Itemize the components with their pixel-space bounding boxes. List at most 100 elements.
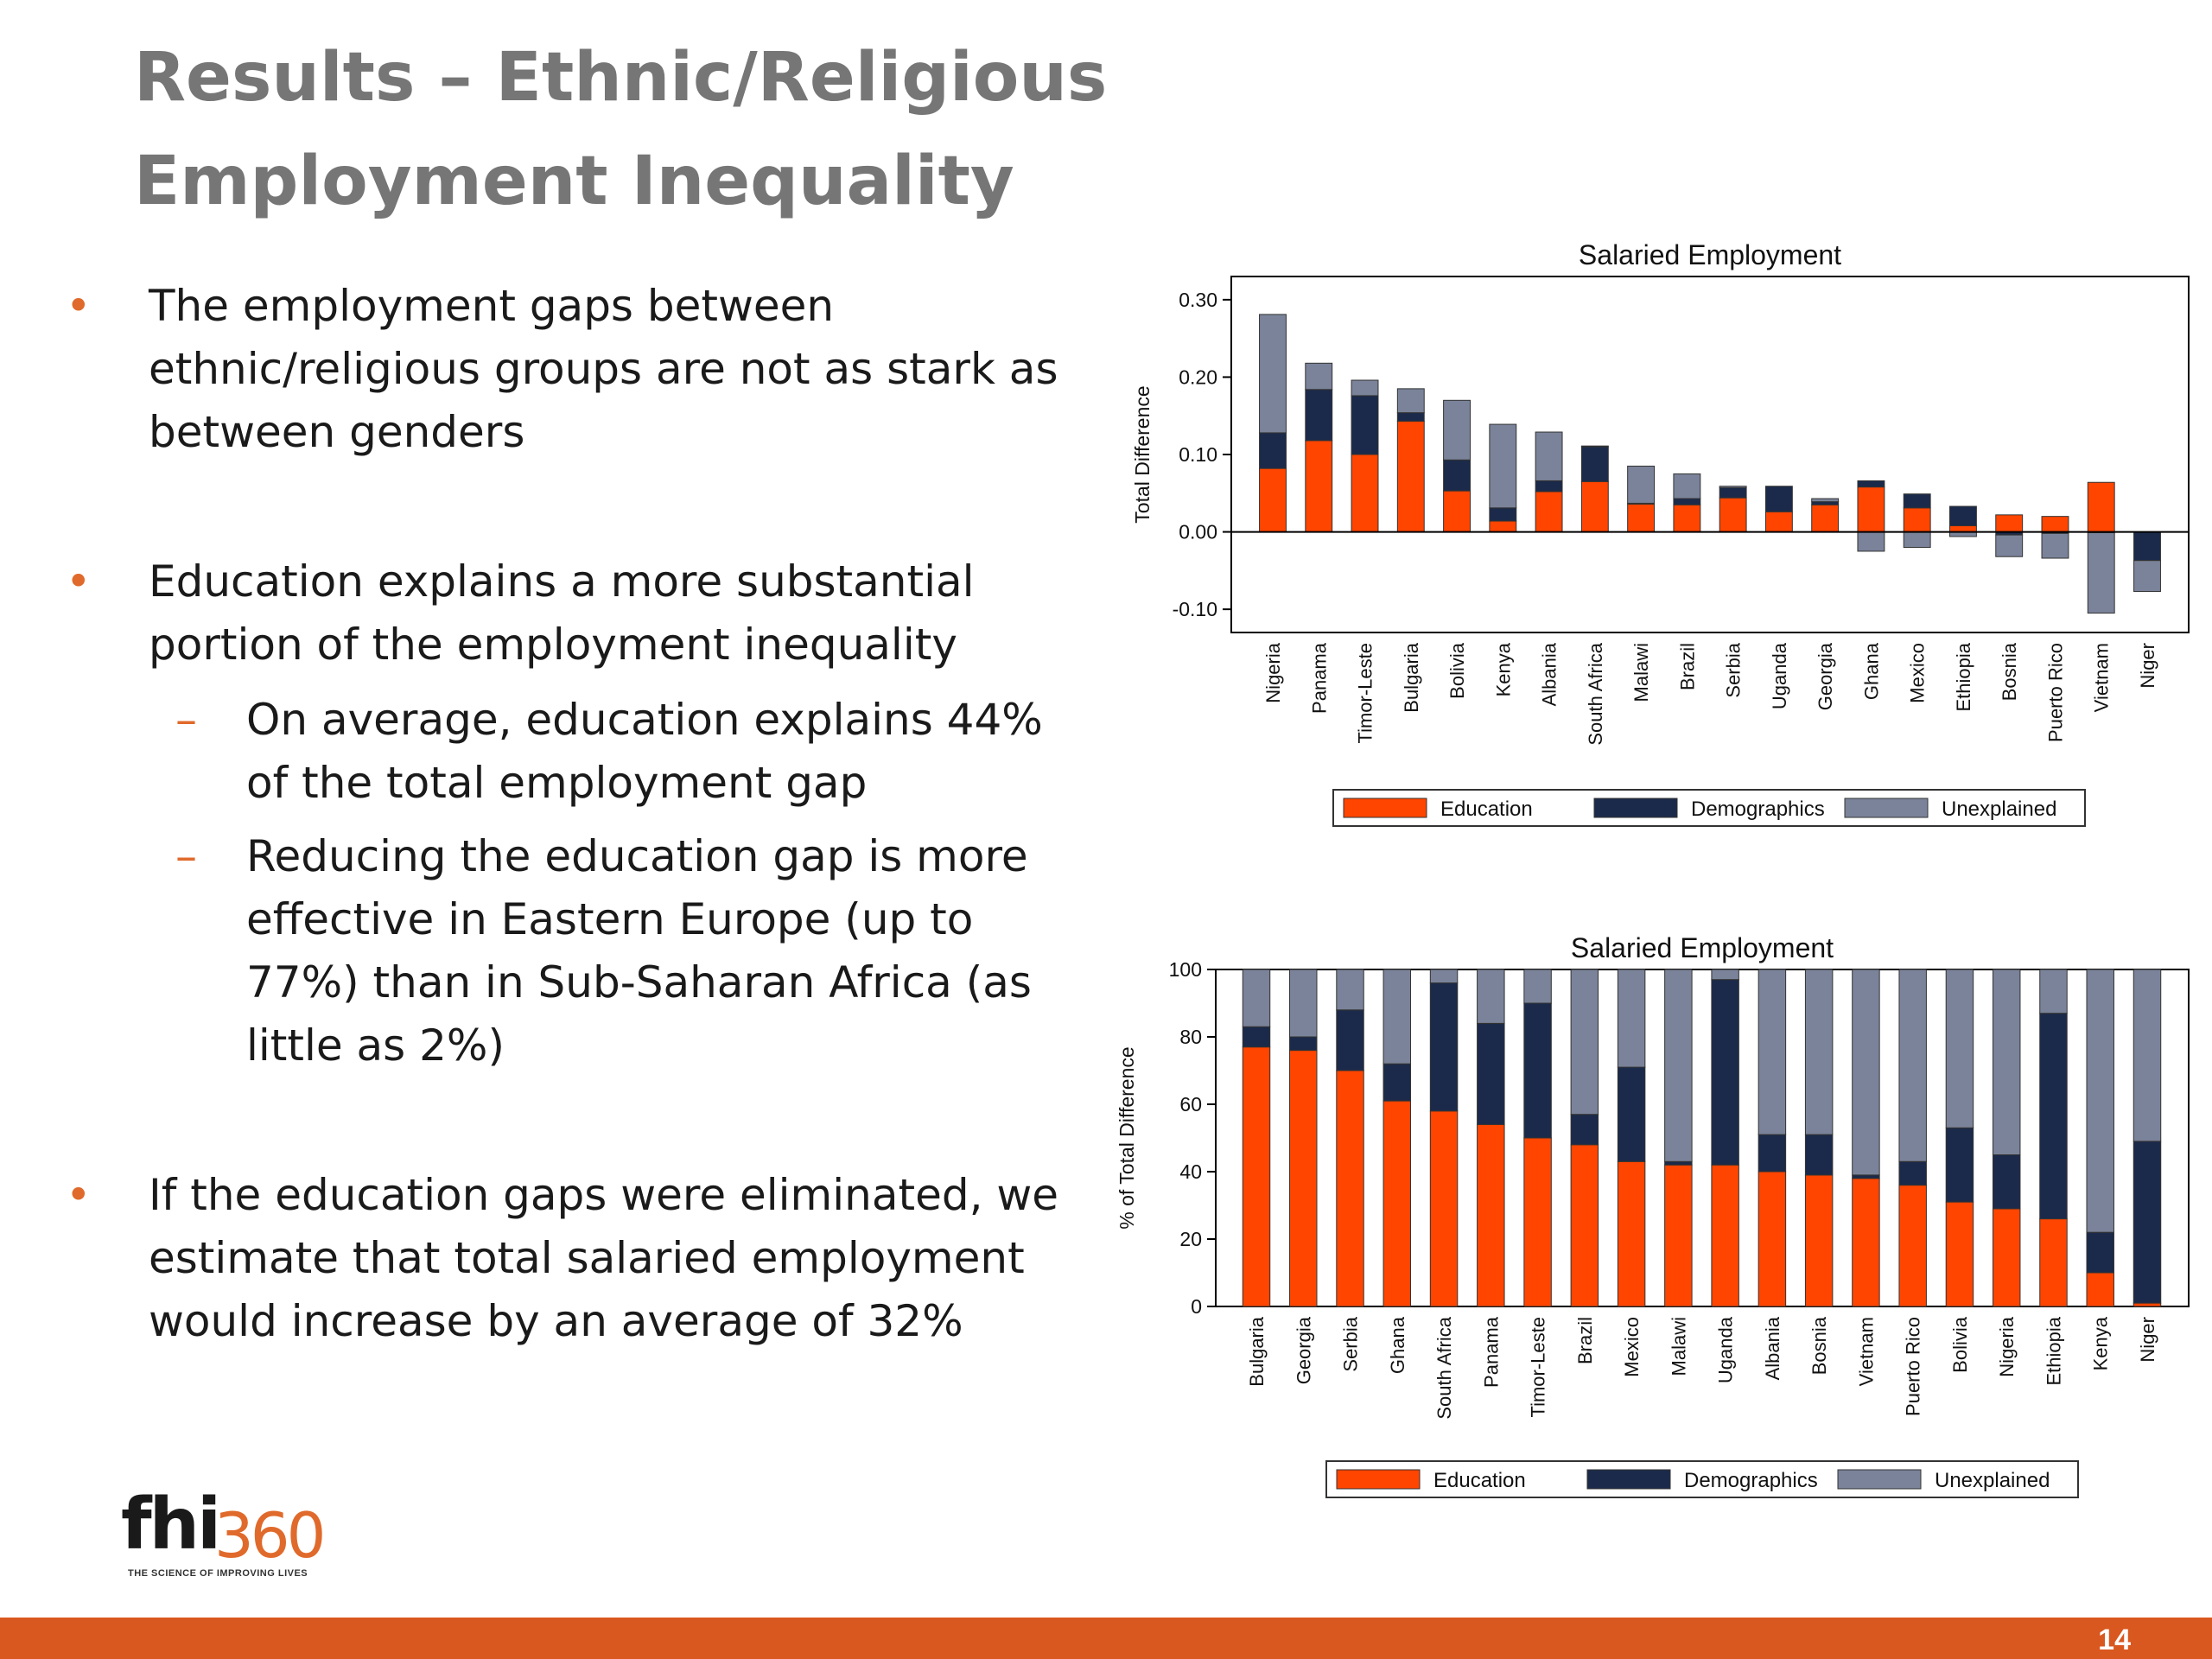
logo-tagline: THE SCIENCE OF IMPROVING LIVES: [128, 1568, 308, 1579]
x-tick-label: Albania: [1539, 642, 1560, 706]
bar-segment-unexplained: [2086, 969, 2114, 1233]
bar-segment-unexplained: [1852, 969, 1880, 1176]
bar-segment-education: [1673, 504, 1701, 533]
x-tick-label: Ghana: [1860, 642, 1882, 700]
bar-segment-unexplained: [2041, 532, 2069, 559]
legend-box: [1325, 1460, 2079, 1498]
x-tick-label: Panama: [1480, 1316, 1502, 1388]
bar-segment-demographics: [1852, 1174, 1880, 1179]
x-tick-label: Vietnam: [2091, 643, 2113, 712]
legend-label-unexplained: Unexplained: [1935, 1469, 2050, 1492]
y-tick-label: 80: [1179, 1026, 1202, 1048]
bar-segment-education: [1992, 1208, 2021, 1307]
bar-segment-education: [1711, 1164, 1739, 1307]
y-tick-label: 0.00: [1179, 521, 1217, 543]
x-tick-label: Uganda: [1769, 642, 1790, 709]
bar-segment-education: [2039, 1218, 2068, 1307]
bar-segment-demographics: [1429, 982, 1459, 1112]
bar-segment-unexplained: [1382, 969, 1412, 1065]
bar-segment-unexplained: [1898, 969, 1927, 1162]
bar-segment-unexplained: [1489, 423, 1517, 509]
bar-segment-demographics: [1758, 1134, 1787, 1173]
bar-segment-education: [1259, 467, 1287, 533]
bar-segment-demographics: [1242, 1026, 1271, 1048]
bar-segment-unexplained: [1992, 969, 2021, 1155]
bar-segment-education: [1477, 1123, 1505, 1307]
y-tick-label: 0.10: [1179, 443, 1217, 466]
slide-title-line-2: Employment Inequality: [134, 143, 1014, 220]
bullet-item-2: • Education explains a more substantial …: [60, 550, 1063, 1077]
chart-title: Salaried Employment: [1579, 239, 1841, 270]
x-tick-label: Panama: [1308, 642, 1330, 714]
bar-segment-unexplained: [1259, 314, 1287, 434]
bar-segment-unexplained: [1570, 969, 1599, 1116]
x-tick-label: Serbia: [1723, 642, 1745, 697]
y-tick-label: 0: [1191, 1295, 1202, 1318]
bar-segment-demographics: [1764, 486, 1793, 512]
x-tick-label: Bolivia: [1949, 1316, 1971, 1373]
bar-segment-unexplained: [1443, 399, 1471, 461]
fhi360-logo: fhi 360 THE SCIENCE OF IMPROVING LIVES: [121, 1486, 346, 1581]
bar-segment-unexplained: [1351, 379, 1379, 397]
bar-segment-unexplained: [1523, 969, 1552, 1004]
x-tick-label: Kenya: [1492, 642, 1514, 696]
bar-segment-unexplained: [1429, 969, 1459, 984]
x-tick-label: Niger: [2137, 643, 2158, 689]
bullet-1-line-2: ethnic/religious groups are not as stark…: [149, 344, 1058, 394]
sub-bullet-2-line-2: effective in Eastern Europe (up to: [246, 894, 974, 944]
bullet-3-line-1: If the education gaps were eliminated, w…: [149, 1170, 1059, 1220]
bar-segment-education: [1811, 504, 1840, 533]
legend-swatch-education: [1336, 1469, 1421, 1490]
bar-segment-demographics: [1945, 1127, 1974, 1203]
bar-segment-unexplained: [1535, 431, 1563, 481]
bar-segment-demographics: [1351, 395, 1379, 455]
legend-label-education: Education: [1440, 798, 1533, 821]
bar-segment-education: [1523, 1137, 1552, 1307]
footer-bar: 14: [0, 1618, 2212, 1659]
bar-segment-education: [1570, 1144, 1599, 1307]
bar-segment-unexplained: [1711, 969, 1739, 981]
bar-segment-demographics: [1570, 1114, 1599, 1146]
y-axis-label: Total Difference: [1131, 385, 1154, 523]
bar-segment-demographics: [1992, 1154, 2021, 1210]
legend-label-unexplained: Unexplained: [1942, 798, 2056, 821]
bar-segment-unexplained: [1627, 465, 1656, 504]
x-tick-label: South Africa: [1585, 642, 1606, 745]
bullet-list: • The employment gaps between ethnic/rel…: [60, 275, 1063, 1353]
y-tick-label: 40: [1179, 1160, 1202, 1183]
x-tick-label: Bosnia: [1999, 642, 2020, 701]
chart-title: Salaried Employment: [1571, 932, 1834, 963]
bullet-dot-icon: •: [66, 281, 92, 331]
y-tick-label: 100: [1169, 958, 1202, 981]
sub-bullet-dash-icon: –: [175, 831, 197, 881]
bar-segment-unexplained: [1758, 969, 1787, 1135]
y-tick-label: 20: [1179, 1228, 1202, 1250]
y-axis-label: % of Total Difference: [1116, 1046, 1138, 1229]
bar-segment-education: [2133, 1302, 2162, 1307]
bar-segment-unexplained: [2133, 560, 2161, 593]
sub-bullet-2-line-1: Reducing the education gap is more: [246, 831, 1028, 881]
x-tick-label: Vietnam: [1855, 1317, 1877, 1386]
bullet-1-line-3: between genders: [149, 407, 525, 457]
x-tick-label: Georgia: [1293, 1316, 1314, 1384]
bar-segment-demographics: [1898, 1160, 1927, 1186]
sub-bullet-2-line-3: 77%) than in Sub-Saharan Africa (as: [246, 957, 1032, 1007]
legend-label-education: Education: [1433, 1469, 1526, 1492]
bar-segment-demographics: [1664, 1160, 1693, 1166]
legend-label-demographics: Demographics: [1684, 1469, 1818, 1492]
x-tick-label: Bosnia: [1808, 1316, 1830, 1375]
bar-segment-unexplained: [1811, 498, 1840, 503]
bar-segment-education: [2087, 481, 2115, 533]
legend-swatch-education: [1343, 798, 1427, 818]
legend-label-demographics: Demographics: [1691, 798, 1825, 821]
bar-segment-education: [1305, 440, 1333, 533]
bar-segment-demographics: [2086, 1231, 2114, 1274]
sub-bullet-2-line-4: little as 2%): [246, 1020, 505, 1071]
x-tick-label: Albania: [1762, 1316, 1783, 1380]
bullet-dot-icon: •: [66, 556, 92, 607]
y-tick-label: 0.30: [1179, 289, 1217, 311]
x-tick-label: Bulgaria: [1246, 1316, 1268, 1386]
bar-segment-unexplained: [1336, 969, 1364, 1011]
bar-segment-education: [1852, 1178, 1880, 1307]
bullet-2-line-1: Education explains a more substantial: [149, 556, 975, 607]
